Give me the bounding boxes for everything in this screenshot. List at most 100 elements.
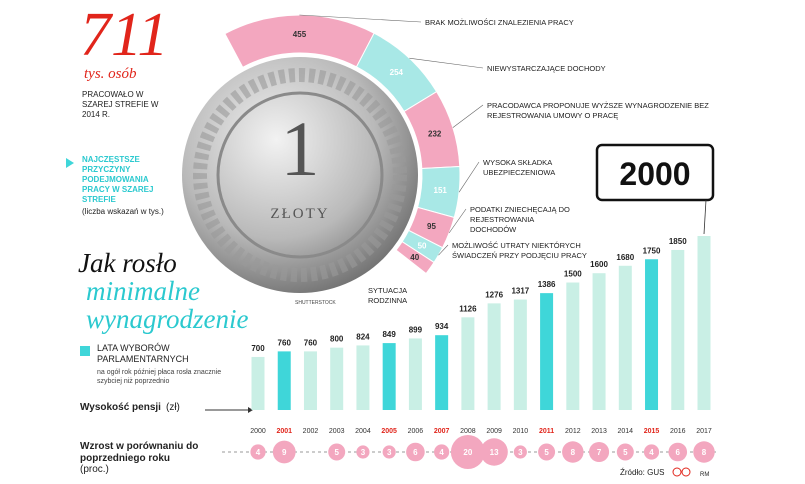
bar <box>356 345 370 410</box>
reasons-note: (liczba wskazań w tys.) <box>82 207 164 216</box>
bubble-label: Wzrost w porównaniu do poprzedniego roku <box>80 441 199 464</box>
callout-leader <box>703 199 707 235</box>
value-label: 151 <box>434 186 448 195</box>
bubble-label: 6 <box>676 448 681 457</box>
description: PRACOWAŁO W SZAREJ STREFIE W 2014 R. <box>82 90 159 119</box>
x-tick-label: 2012 <box>565 428 581 435</box>
author: RM <box>700 472 710 478</box>
bubble <box>589 441 610 463</box>
bar <box>592 273 606 410</box>
bubble-label: 5 <box>544 448 549 457</box>
x-tick-label: 2015 <box>644 428 660 435</box>
bar <box>645 259 659 410</box>
pointer-head <box>248 407 253 413</box>
x-tick-label: 2017 <box>696 428 712 435</box>
x-tick-label: 2005 <box>381 428 397 435</box>
bar <box>408 338 422 410</box>
logo <box>672 467 682 477</box>
callout-box <box>595 143 715 202</box>
big-number: 711 <box>80 1 169 69</box>
bubble <box>668 442 688 462</box>
bubble-unit: (proc.) <box>80 464 109 475</box>
x-tick-label: 2003 <box>329 428 345 435</box>
reasons-title: NAJCZĘSTSZE PRZYCZYNY PODEJMOWANIA PRACY… <box>82 155 154 204</box>
value-label: 232 <box>428 129 442 138</box>
bubble-label: 3 <box>518 448 523 457</box>
value-label: 700 <box>251 344 265 353</box>
value-label: 50 <box>418 242 427 251</box>
bar <box>671 249 685 410</box>
value-label: 455 <box>293 30 307 39</box>
legend-swatch <box>80 346 90 356</box>
bubble <box>513 445 527 459</box>
bar <box>251 356 265 410</box>
coin-word: ZŁOTY <box>270 206 329 222</box>
x-tick-label: 2013 <box>591 428 607 435</box>
reason-label: SYTUACJA RODZINNA <box>368 286 408 305</box>
bubble-label: 5 <box>334 448 339 457</box>
coin-digit: 1 <box>281 105 320 192</box>
value-label: 1317 <box>511 287 529 296</box>
value-label: 934 <box>435 322 449 331</box>
bar <box>566 282 580 410</box>
x-tick-label: 2009 <box>486 428 502 435</box>
bar <box>697 236 711 410</box>
x-tick-label: 2002 <box>303 428 319 435</box>
bubble <box>434 444 450 460</box>
coin-wreath <box>193 68 407 282</box>
bar <box>277 351 291 410</box>
reason-label: NIEWYSTARCZAJĄCE DOCHODY <box>487 64 606 73</box>
legend-label: LATA WYBORÓW PARLAMENTARNYCH <box>97 343 189 364</box>
bubble <box>643 444 660 460</box>
marker <box>66 158 74 168</box>
x-tick-label: 2001 <box>276 428 292 435</box>
value-label: 1500 <box>564 270 582 279</box>
bar <box>618 265 632 410</box>
leader-line <box>448 208 467 234</box>
bubble-label: 4 <box>256 448 261 457</box>
unit: tys. osób <box>84 66 137 82</box>
reason-label: PODATKI ZNIECHĘCAJĄ DO REJESTROWANIA DOC… <box>470 205 570 234</box>
value-label: 760 <box>304 338 318 347</box>
value-label: 849 <box>382 330 396 339</box>
bubble-label: 9 <box>282 448 287 457</box>
bar <box>513 299 527 410</box>
bar <box>435 335 449 410</box>
x-tick-label: 2007 <box>434 428 450 435</box>
value-label: 254 <box>390 68 404 77</box>
reason-label: WYSOKA SKŁADKA UBEZPIECZENIOWA <box>483 158 556 177</box>
x-tick-label: 2000 <box>250 428 266 435</box>
x-tick-label: 2008 <box>460 428 476 435</box>
bubble-label: 3 <box>361 448 366 457</box>
bar <box>487 303 501 410</box>
reason-label: PRACODAWCA PROPONUJE WYŻSZE WYNAGRODZENI… <box>487 101 709 120</box>
logo <box>681 467 691 477</box>
wage-title: Jak rosło <box>78 248 177 278</box>
x-tick-label: 2011 <box>539 428 554 435</box>
value-label: 1276 <box>485 290 503 299</box>
bubble-label: 3 <box>387 448 392 457</box>
x-tick-label: 2004 <box>355 428 371 435</box>
bubble-label: 13 <box>490 448 499 457</box>
value-label: 760 <box>278 338 292 347</box>
leader-line <box>458 161 480 193</box>
leader-line <box>409 57 484 69</box>
bubble-label: 4 <box>439 448 444 457</box>
bubble-label: 20 <box>463 448 472 457</box>
value-label: 1126 <box>459 304 477 313</box>
value-label: 1680 <box>616 253 634 262</box>
legend-note: na ogół rok później płaca rosła znacznie… <box>97 369 222 385</box>
reason-label: BRAK MOŻLIWOŚCI ZNALEZIENIA PRACY <box>425 18 574 27</box>
wage-title: minimalne <box>86 276 200 306</box>
bubble-label: 5 <box>623 448 628 457</box>
bubble-label: 8 <box>702 448 707 457</box>
value-label: 95 <box>427 222 436 231</box>
leader-line <box>438 244 449 256</box>
x-tick-label: 2016 <box>670 428 686 435</box>
value-label: 1386 <box>538 280 556 289</box>
bubble <box>356 445 370 459</box>
y-label: Wysokość pensji <box>80 402 161 413</box>
bubble <box>562 441 584 463</box>
